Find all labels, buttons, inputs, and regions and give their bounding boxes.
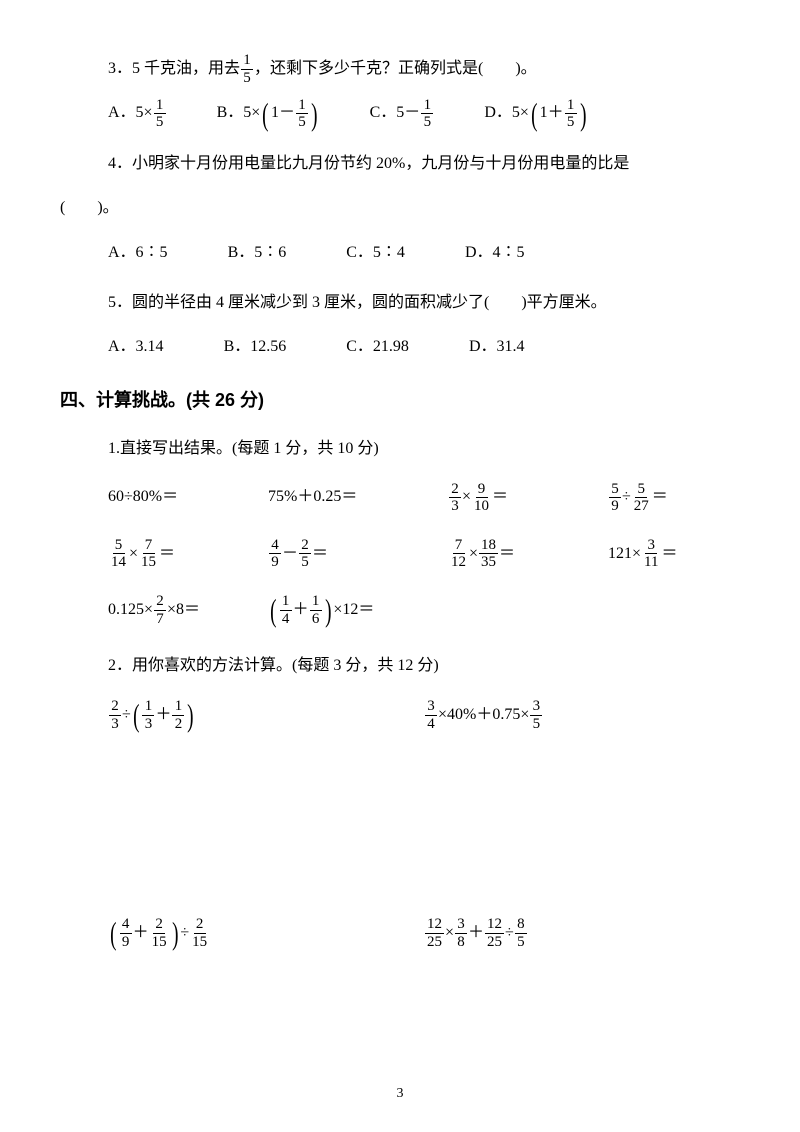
- q5-opt-b: B．12.56: [224, 328, 287, 366]
- q4-opt-b: B．5∶6: [228, 234, 287, 272]
- q3-opt-d: D．5× ( 1＋ 15 ): [484, 94, 588, 132]
- question-5: 5．圆的半径由 4 厘米减少到 3 厘米，圆的面积减少了( )平方厘米。: [60, 284, 740, 322]
- calc-1-4: 59 ÷ 527 ＝: [608, 478, 668, 516]
- calc-5-1: ( 49 ＋ 215 ) ÷ 215: [108, 914, 424, 952]
- q5-opt-a: A．3.14: [108, 328, 164, 366]
- calc-3-2: ( 14 ＋ 16 ) ×12＝: [268, 591, 374, 629]
- question-3: 3．5 千克油，用去 1 5 ，还剩下多少千克？正确列式是( )。: [60, 50, 740, 88]
- q3-text-before: 3．5 千克油，用去: [108, 50, 240, 88]
- document-content: 3．5 千克油，用去 1 5 ，还剩下多少千克？正确列式是( )。 A．5× 1…: [60, 50, 740, 953]
- section-4-sub-1: 1.直接写出结果。(每题 1 分，共 10 分): [60, 430, 740, 468]
- calc-4-1: 23 ÷ ( 13 ＋ 12 ): [108, 696, 424, 734]
- calc-4-2: 34 ×40%＋0.75× 35: [424, 696, 740, 734]
- calc-2-2: 49 － 25 ＝: [268, 535, 448, 573]
- q3-opt-b: B．5× ( 1－ 15 ): [217, 94, 320, 132]
- calc-2-1: 514 × 715 ＝: [108, 535, 268, 573]
- page-number: 3: [397, 1086, 404, 1102]
- calc-row-5: ( 49 ＋ 215 ) ÷ 215 1225 × 38 ＋ 1225 ÷ 85: [60, 914, 740, 952]
- q3-text-after: ，还剩下多少千克？正确列式是( )。: [254, 50, 537, 88]
- section-4-title: 四、计算挑战。(共 26 分): [60, 379, 740, 422]
- calc-5-2: 1225 × 38 ＋ 1225 ÷ 85: [424, 914, 740, 952]
- calc-row-4: 23 ÷ ( 13 ＋ 12 ) 34 ×40%＋0.75× 35: [60, 696, 740, 734]
- calc-row-3: 0.125× 27 ×8＝ ( 14 ＋ 16 ) ×12＝: [60, 591, 740, 629]
- q3-opt-c: C．5－ 15: [370, 94, 435, 132]
- section-4-sub-2: 2．用你喜欢的方法计算。(每题 3 分，共 12 分): [60, 647, 740, 685]
- q4-options: A．6∶5 B．5∶6 C．5∶4 D．4∶5: [60, 234, 740, 272]
- calc-2-4: 121× 311 ＝: [608, 535, 678, 573]
- q4-opt-c: C．5∶4: [346, 234, 405, 272]
- q5-options: A．3.14 B．12.56 C．21.98 D．31.4: [60, 328, 740, 366]
- q5-opt-c: C．21.98: [346, 328, 409, 366]
- q3-options: A．5× 15 B．5× ( 1－ 15 ) C．5－ 15 D．5× ( 1＋…: [60, 94, 740, 132]
- calc-row-2: 514 × 715 ＝ 49 － 25 ＝ 712 × 1835 ＝ 121× …: [60, 535, 740, 573]
- q3-opt-a: A．5× 15: [108, 94, 167, 132]
- calc-1-2: 75%＋0.25＝: [268, 478, 448, 516]
- q5-opt-d: D．31.4: [469, 328, 525, 366]
- calc-row-1: 60÷80%＝ 75%＋0.25＝ 23 × 910 ＝ 59 ÷ 527 ＝: [60, 478, 740, 516]
- q3-frac: 1 5: [241, 52, 253, 86]
- q4-opt-a: A．6∶5: [108, 234, 168, 272]
- calc-1-3: 23 × 910 ＝: [448, 478, 608, 516]
- calc-1-1: 60÷80%＝: [108, 478, 268, 516]
- question-4-line1: 4．小明家十月份用电量比九月份节约 20%，九月份与十月份用电量的比是: [60, 145, 740, 183]
- question-4-line2: ( )。: [60, 189, 740, 227]
- q4-opt-d: D．4∶5: [465, 234, 525, 272]
- calc-2-3: 712 × 1835 ＝: [448, 535, 608, 573]
- calc-3-1: 0.125× 27 ×8＝: [108, 591, 268, 629]
